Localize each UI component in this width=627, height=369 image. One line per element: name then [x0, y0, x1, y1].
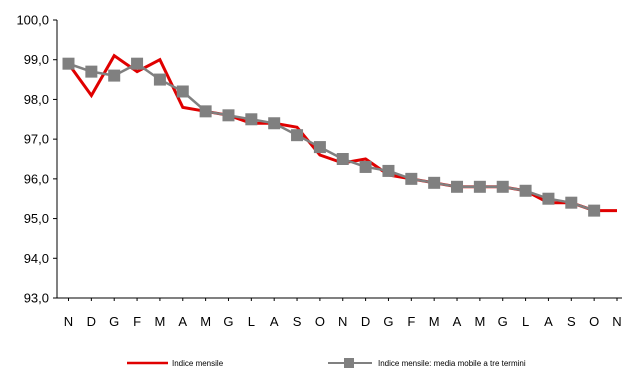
- x-tick-label: L: [248, 314, 255, 329]
- data-point-marker: [565, 196, 578, 209]
- x-tick-label: F: [407, 314, 415, 329]
- y-tick-label: 95,0: [24, 211, 49, 226]
- data-point-marker: [131, 57, 144, 70]
- x-tick-label: F: [133, 314, 141, 329]
- series-line-1: [67, 53, 617, 213]
- y-tick-label: 100,0: [16, 13, 49, 28]
- series-line-2: [68, 62, 595, 212]
- data-point-marker: [451, 180, 464, 193]
- data-point-marker: [62, 57, 75, 70]
- y-tick-label: 94,0: [24, 251, 49, 266]
- data-point-marker: [222, 109, 235, 122]
- x-tick-label: L: [522, 314, 529, 329]
- data-point-marker: [108, 69, 121, 82]
- chart-axes: [56, 20, 622, 299]
- data-point-marker: [496, 180, 509, 193]
- x-tick-label: A: [270, 314, 279, 329]
- chart-legend: Indice mensile Indice mensile: media mobi…: [127, 358, 526, 368]
- x-tick-label: S: [293, 314, 302, 329]
- x-tick-label: G: [383, 314, 393, 329]
- data-point-marker: [588, 204, 601, 217]
- x-tick-label: N: [64, 314, 73, 329]
- data-point-marker: [313, 141, 326, 154]
- legend-label-2: Indice mensile: media mobile a tre termi…: [378, 359, 526, 368]
- data-point-marker: [268, 117, 281, 130]
- y-tick-label: 98,0: [24, 92, 49, 107]
- data-point-marker: [542, 192, 555, 205]
- x-tick-label: A: [178, 314, 187, 329]
- x-tick-label: A: [544, 314, 553, 329]
- x-tick-label: N: [338, 314, 347, 329]
- data-point-marker: [176, 85, 189, 98]
- x-tick-label: M: [474, 314, 485, 329]
- data-point-marker: [199, 105, 212, 118]
- x-tick-label: M: [200, 314, 211, 329]
- data-point-marker: [85, 65, 98, 78]
- data-point-marker: [245, 113, 258, 126]
- data-point-marker: [519, 184, 532, 197]
- x-tick-label: M: [154, 314, 165, 329]
- legend-marker-2: [344, 358, 354, 368]
- x-tick-label: O: [589, 314, 599, 329]
- x-tick-label: G: [109, 314, 119, 329]
- y-tick-label: 96,0: [24, 171, 49, 186]
- data-point-marker: [359, 160, 372, 173]
- data-point-marker: [473, 180, 486, 193]
- x-tick-label: D: [87, 314, 96, 329]
- x-tick-label: A: [453, 314, 462, 329]
- x-tick-label: S: [567, 314, 576, 329]
- x-tick-label: O: [315, 314, 325, 329]
- data-point-marker: [382, 164, 395, 177]
- data-point-marker: [336, 153, 349, 165]
- legend-label-1: Indice mensile: [172, 359, 224, 368]
- data-point-marker: [153, 73, 166, 86]
- x-tick-label: G: [223, 314, 233, 329]
- x-tick-label: D: [361, 314, 370, 329]
- x-tick-label: G: [498, 314, 508, 329]
- chart-series: [62, 53, 617, 217]
- y-axis-ticks: 93,0 94,0 95,0 96,0 97,0 98,0 99,0 100,0: [16, 13, 57, 306]
- x-tick-label: M: [429, 314, 440, 329]
- y-tick-label: 99,0: [24, 52, 49, 67]
- y-tick-label: 93,0: [24, 291, 49, 306]
- data-point-marker: [405, 172, 418, 185]
- data-point-marker: [291, 129, 304, 142]
- y-tick-label: 97,0: [24, 132, 49, 147]
- x-tick-label: N: [612, 314, 621, 329]
- data-point-marker: [428, 176, 441, 189]
